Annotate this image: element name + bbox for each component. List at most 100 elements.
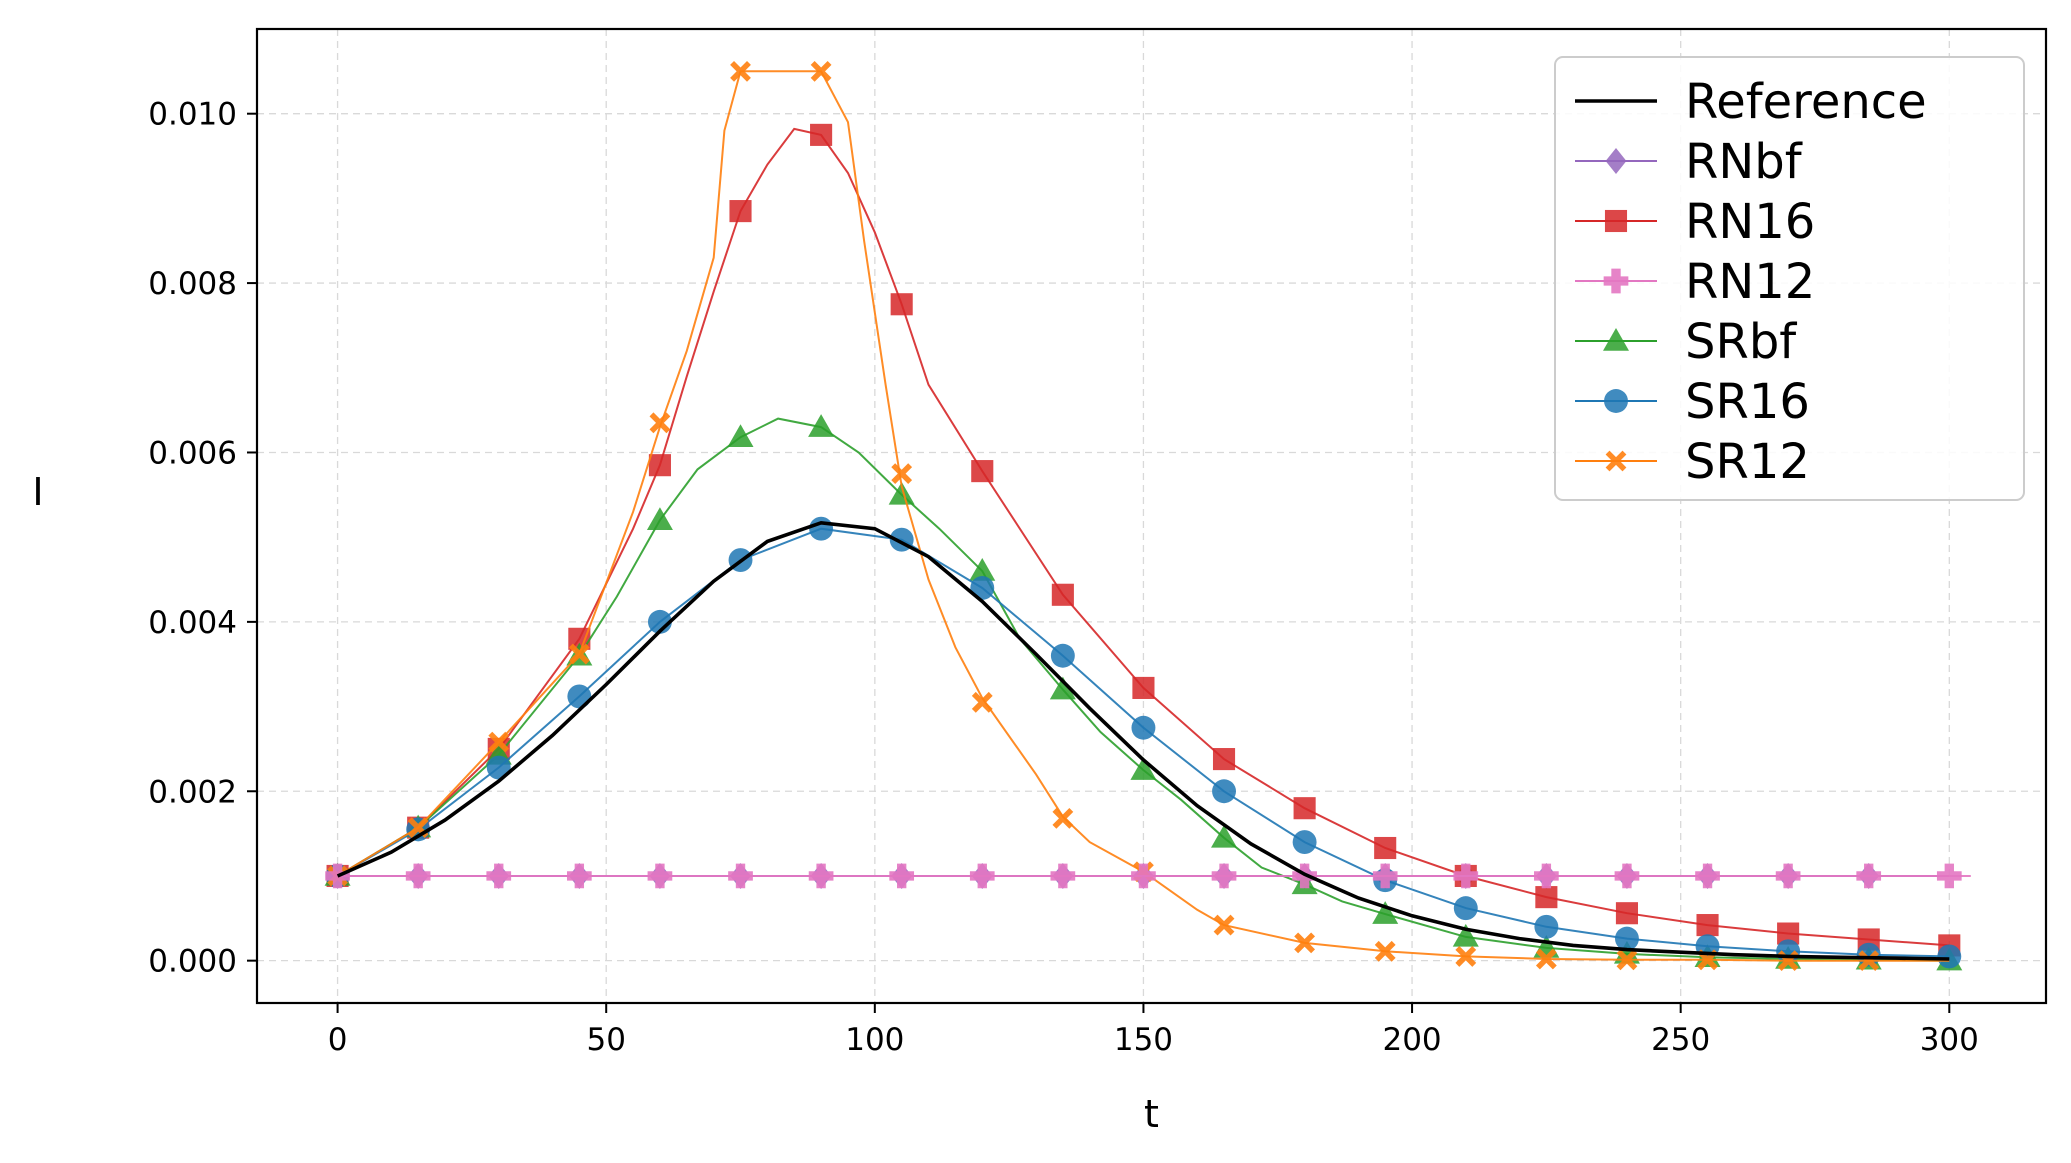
square-marker <box>1615 902 1639 925</box>
circle-marker <box>1292 830 1317 855</box>
legend-label: RN16 <box>1685 194 1815 250</box>
plus-marker <box>1775 863 1801 889</box>
x-marker <box>1294 932 1316 954</box>
plus-marker <box>1211 863 1237 889</box>
legend-entry: Reference <box>1575 74 1927 130</box>
axis-ticks: 0 50 100 150 200 250 300 0.000 0.002 0.004 0.006 0.… <box>148 97 1979 1058</box>
x-tick-label: 200 <box>1382 1022 1441 1058</box>
square-marker <box>1374 836 1397 860</box>
circle-marker <box>1534 914 1559 939</box>
circle-marker <box>567 684 592 709</box>
y-tick-label: 0.000 <box>148 944 237 980</box>
plot-area <box>324 60 1971 972</box>
plus-marker <box>1614 863 1640 889</box>
legend-entry: SR16 <box>1575 374 1810 430</box>
square-marker <box>1696 914 1719 937</box>
x-tick-label: 250 <box>1651 1022 1710 1058</box>
y-tick-label: 0.004 <box>148 605 237 641</box>
y-tick-label: 0.008 <box>148 266 237 302</box>
x-marker <box>891 463 913 485</box>
legend-entry: SR12 <box>1575 434 1810 490</box>
circle-marker <box>1050 643 1075 668</box>
plus-marker <box>969 863 995 889</box>
diamond-marker <box>1605 148 1627 174</box>
legend-entry: RN12 <box>1575 254 1815 310</box>
square-marker <box>648 454 671 477</box>
circle-marker <box>809 516 834 541</box>
x-tick-label: 300 <box>1920 1022 1979 1058</box>
y-tick-label: 0.006 <box>148 435 237 471</box>
square-marker <box>1535 886 1558 909</box>
legend-box <box>1554 56 2025 501</box>
square-marker <box>810 123 833 146</box>
plus-marker <box>647 863 673 889</box>
circle-marker <box>486 755 511 780</box>
legend-label: Reference <box>1685 74 1927 130</box>
triangle-marker <box>1130 757 1157 780</box>
plus-marker <box>1936 863 1962 889</box>
square-marker <box>729 200 752 223</box>
legend-label: SR16 <box>1685 374 1810 430</box>
plot-frame <box>255 27 2048 1005</box>
x-tick-label: 0 <box>328 1022 348 1058</box>
plus-marker <box>1856 863 1882 889</box>
x-marker <box>1374 940 1396 962</box>
circle-marker <box>1453 896 1478 921</box>
triangle-marker <box>727 424 754 447</box>
y-axis-label: I <box>32 470 43 514</box>
plus-marker <box>808 863 834 889</box>
legend-entry: RNbf <box>1575 134 1803 190</box>
square-marker <box>1212 748 1236 771</box>
triangle-marker <box>1211 824 1238 848</box>
series-sr12 <box>327 60 1950 972</box>
square-marker <box>568 627 591 650</box>
plus-marker <box>405 863 431 889</box>
legend-label: SRbf <box>1685 314 1797 370</box>
legend-entry: SRbf <box>1575 314 1797 370</box>
series-reference <box>336 520 1950 961</box>
x-marker <box>730 60 751 82</box>
plus-marker <box>1372 863 1398 889</box>
x-axis-label: t <box>1144 1092 1159 1136</box>
x-marker <box>1052 807 1074 829</box>
circle-marker <box>1937 944 1962 969</box>
plus-marker <box>1695 863 1720 889</box>
x-tick-label: 50 <box>586 1022 625 1058</box>
plus-marker <box>1603 268 1629 294</box>
triangle-marker <box>1603 328 1629 351</box>
x-marker <box>971 691 993 713</box>
x-tick-label: 150 <box>1114 1022 1173 1058</box>
triangle-marker <box>646 507 673 530</box>
series-line <box>336 520 1950 961</box>
x-tick-label: 100 <box>845 1022 904 1058</box>
plus-marker <box>1534 863 1559 889</box>
x-marker <box>1858 950 1880 972</box>
triangle-marker <box>808 414 835 437</box>
circle-marker <box>970 576 995 600</box>
y-tick-label: 0.002 <box>148 774 237 810</box>
square-marker <box>971 460 994 483</box>
triangle-marker <box>969 558 996 581</box>
square-marker <box>1293 797 1316 820</box>
circle-marker <box>1212 779 1236 804</box>
square-marker <box>1051 583 1074 606</box>
x-marker <box>1616 949 1638 971</box>
legend-label: RN12 <box>1685 254 1815 310</box>
legend-label: SR12 <box>1685 434 1810 490</box>
plus-marker <box>1050 863 1076 889</box>
x-marker <box>1605 450 1627 472</box>
series-line <box>337 70 1950 962</box>
triangle-marker <box>888 481 915 505</box>
circle-marker <box>1614 926 1639 951</box>
plus-marker <box>728 863 753 889</box>
plus-marker <box>889 863 915 889</box>
circle-marker <box>1604 389 1628 413</box>
square-marker <box>1132 676 1155 699</box>
legend-label: RNbf <box>1685 134 1803 190</box>
plus-marker <box>486 863 512 889</box>
x-marker <box>1455 946 1477 967</box>
legend-entry: RN16 <box>1575 194 1815 250</box>
x-marker <box>810 60 832 82</box>
